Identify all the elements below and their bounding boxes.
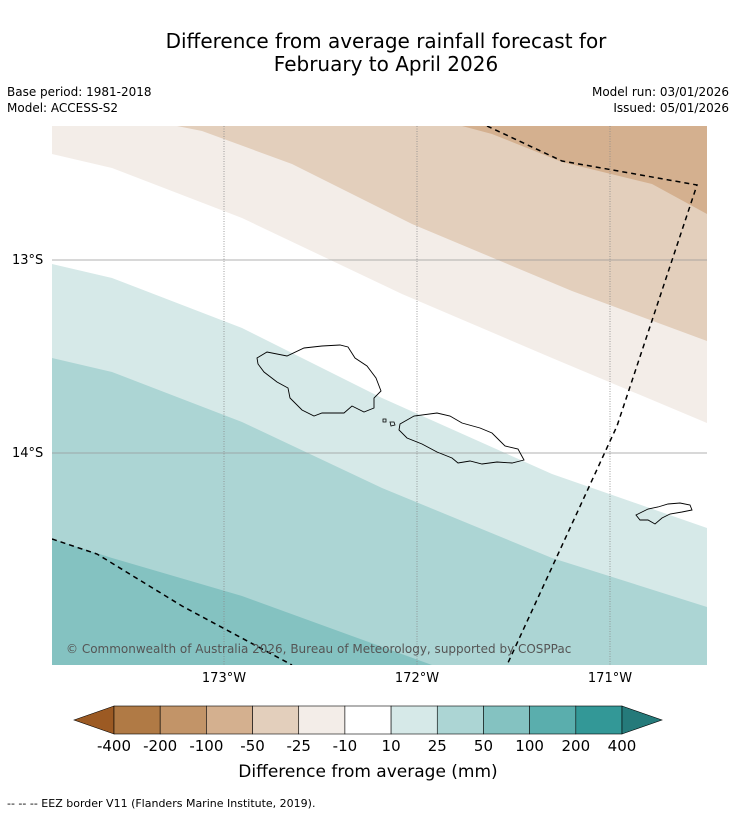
- colorbar-label: Difference from average (mm): [238, 762, 498, 782]
- colorbar: [73, 705, 663, 735]
- band-dry-25-50: [177, 126, 707, 341]
- map-title: Difference from average rainfall forecas…: [0, 30, 736, 76]
- colorbar-swatch: [206, 705, 253, 735]
- colorbar-swatch: [159, 705, 207, 735]
- title-line-2: February to April 2026: [273, 52, 499, 76]
- colorbar-tick-label: 400: [607, 737, 637, 755]
- upolu-island: [256, 344, 382, 417]
- lon-label-173w: 173°W: [201, 671, 247, 686]
- colorbar-swatch: [298, 705, 346, 735]
- model-run: Model run: 03/01/2026: [591, 85, 729, 99]
- colorbar-swatch: [113, 705, 161, 735]
- colorbar-extend-low: [73, 705, 115, 735]
- colorbar-tick-label: 50: [473, 737, 493, 755]
- colorbar-extend-high: [621, 705, 663, 735]
- colorbar-tick-label: 10: [381, 737, 401, 755]
- issued-date: Issued: 05/01/2026: [613, 101, 729, 115]
- band-wet-50-100: [52, 539, 432, 665]
- eez-footnote: -- -- -- EEZ border V11 (Flanders Marine…: [7, 797, 316, 810]
- islet-1: [382, 418, 387, 423]
- meta-right: Model run: 03/01/2026 Issued: 05/01/2026: [592, 84, 729, 116]
- eez-border-north: [486, 126, 698, 665]
- lat-label-14s: 14°S: [12, 446, 44, 461]
- lat-label-13s: 13°S: [12, 253, 44, 268]
- lon-label-172w: 172°W: [394, 671, 440, 686]
- base-period: Base period: 1981-2018: [7, 85, 152, 99]
- copyright-notice: © Commonwealth of Australia 2026, Bureau…: [66, 642, 572, 656]
- savaii-island: [398, 412, 525, 465]
- colorbar-tick-label: -25: [286, 737, 311, 755]
- title-line-1: Difference from average rainfall forecas…: [165, 29, 607, 53]
- colorbar-tick-label: -50: [240, 737, 265, 755]
- colorbar-swatch: [390, 705, 438, 735]
- colorbar-tick-label: 200: [561, 737, 591, 755]
- band-dry-50-100: [462, 126, 707, 214]
- model-name: Model: ACCESS-S2: [7, 101, 119, 115]
- colorbar-tick-label: -100: [189, 737, 224, 755]
- colorbar-tick-label: 100: [515, 737, 544, 755]
- eez-border-south: [52, 538, 293, 665]
- colorbar-tick-label: -10: [332, 737, 358, 755]
- colorbar-swatch: [344, 705, 392, 735]
- colorbar-tick-label: 25: [427, 737, 447, 755]
- colorbar-swatch: [529, 705, 577, 735]
- colorbar-swatch: [436, 705, 484, 735]
- meta-left: Base period: 1981-2018 Model: ACCESS-S2: [7, 84, 152, 116]
- colorbar-swatch: [252, 705, 300, 735]
- colorbar-swatch: [575, 705, 623, 735]
- colorbar-tick-label: -400: [96, 737, 132, 755]
- colorbar-tick-label: -200: [143, 737, 178, 755]
- rainfall-map: [52, 126, 707, 665]
- islet-2: [389, 421, 396, 427]
- band-wet-25-50: [52, 358, 707, 665]
- lon-label-171w: 171°W: [587, 671, 633, 686]
- colorbar-swatch: [483, 705, 530, 735]
- tutuila-island: [635, 502, 693, 525]
